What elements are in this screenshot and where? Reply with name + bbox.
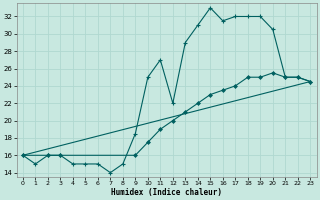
X-axis label: Humidex (Indice chaleur): Humidex (Indice chaleur) [111,188,222,197]
